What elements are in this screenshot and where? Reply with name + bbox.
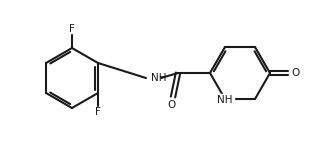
Text: F: F: [69, 24, 75, 34]
Text: O: O: [291, 68, 299, 78]
Text: F: F: [95, 107, 101, 117]
Text: NH: NH: [217, 95, 233, 105]
Text: NH: NH: [151, 73, 167, 83]
Text: O: O: [168, 100, 176, 110]
